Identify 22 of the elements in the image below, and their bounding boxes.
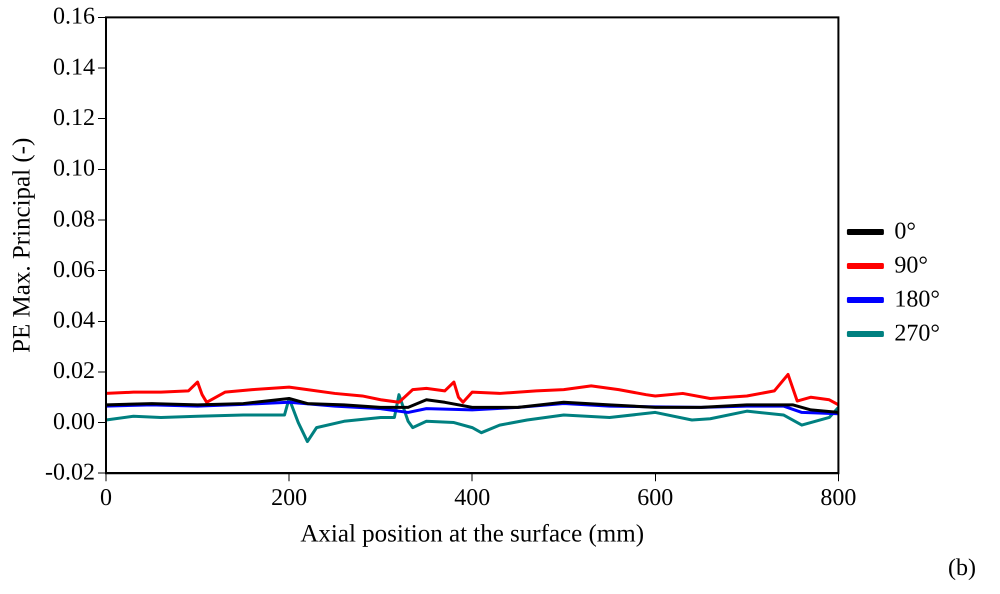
x-tick-label: 0 [100, 484, 112, 511]
y-tick-label: 0.14 [52, 54, 95, 80]
y-tick-label: 0.04 [52, 308, 95, 334]
legend-label: 270° [894, 320, 940, 346]
y-tick-label: 0.12 [52, 104, 95, 131]
y-tick-label: -0.02 [44, 459, 95, 486]
legend-label: 180° [894, 286, 940, 312]
y-tick-label: 0.10 [52, 156, 95, 182]
y-axis-title: PE Max. Principal (-) [8, 138, 36, 353]
legend-label: 90° [894, 252, 928, 278]
x-tick-label: 400 [454, 484, 490, 511]
y-tick-label: 0.02 [52, 358, 95, 384]
y-tick-label: 0.16 [52, 4, 95, 30]
x-tick-label: 600 [637, 484, 674, 511]
y-tick-label: 0.08 [52, 206, 95, 232]
legend-label: 0° [894, 218, 916, 244]
y-tick-label: 0.06 [52, 256, 95, 283]
text: (b) [948, 555, 976, 582]
x-tick-label: 200 [271, 484, 308, 511]
y-tick-label: 0.00 [52, 408, 95, 435]
x-tick-label: 800 [820, 484, 856, 511]
x-axis-title: Axial position at the surface (mm) [300, 520, 644, 548]
